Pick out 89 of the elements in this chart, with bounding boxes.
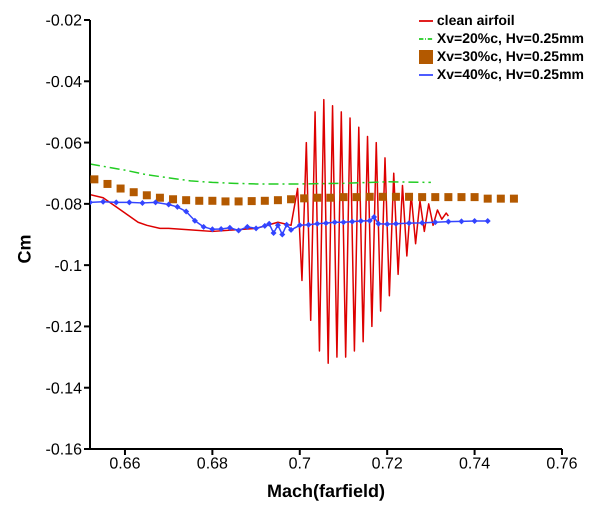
point (287, 195, 296, 204)
point (260, 196, 269, 205)
point (266, 220, 272, 227)
point (200, 224, 207, 230)
point (236, 228, 242, 234)
point (274, 196, 282, 204)
point (375, 220, 382, 227)
point (218, 226, 224, 232)
point (470, 193, 479, 202)
point (113, 199, 120, 206)
point (156, 194, 164, 202)
point (248, 197, 256, 206)
point (366, 192, 374, 201)
point (288, 226, 294, 233)
point (378, 192, 387, 201)
point (262, 222, 268, 229)
y-tick-label: -0.12 (46, 319, 82, 336)
legend-label: Xv=40%c, Hv=0.25mm (436, 66, 584, 82)
legend-label: Xv=20%c, Hv=0.25mm (436, 30, 584, 46)
point (432, 219, 438, 226)
point (384, 221, 390, 228)
point (166, 201, 172, 208)
x-tick-label: 0.76 (546, 455, 578, 472)
point (444, 193, 452, 202)
point (313, 194, 322, 202)
x-tick-label: 0.68 (196, 455, 228, 472)
point (284, 222, 290, 228)
point (130, 188, 138, 196)
line-series (90, 98, 450, 364)
point (418, 193, 426, 202)
point (209, 226, 216, 232)
legend-label: Xv=30%c, Hv=0.25mm (436, 48, 584, 64)
point (174, 204, 180, 210)
point (244, 224, 250, 230)
point (510, 194, 518, 203)
y-tick-label: -0.16 (46, 442, 82, 459)
y-tick-label: -0.08 (46, 196, 82, 214)
point (300, 194, 308, 202)
point (182, 196, 190, 204)
point (116, 184, 125, 193)
x-axis-title: Mach(farfield) (266, 481, 386, 501)
point (371, 214, 378, 220)
point (326, 194, 334, 202)
point (221, 197, 230, 206)
point (392, 192, 400, 201)
x-tick-label: 0.66 (109, 455, 141, 472)
legend-label: clean airfoil (436, 12, 515, 28)
line-series (90, 163, 432, 185)
point (431, 193, 440, 202)
point (457, 193, 466, 202)
point (392, 220, 399, 227)
y-tick-label: -0.1 (54, 258, 82, 275)
point (126, 199, 132, 206)
x-tick-label: 0.72 (372, 455, 403, 472)
y-tick-label: -0.06 (46, 135, 82, 152)
point (349, 218, 356, 225)
point (484, 194, 492, 203)
point (152, 199, 159, 206)
y-tick-label: -0.04 (46, 74, 82, 91)
point (253, 225, 260, 232)
point (296, 222, 303, 228)
point (405, 192, 414, 201)
point (484, 218, 491, 224)
point (208, 196, 216, 205)
point (195, 196, 204, 205)
x-tick-label: 0.7 (288, 455, 311, 472)
point (274, 222, 281, 228)
point (103, 180, 112, 188)
point (183, 208, 190, 215)
point (496, 194, 505, 203)
y-axis-title: Cm (14, 234, 34, 264)
point (279, 232, 286, 238)
y-tick-label: -0.14 (46, 380, 82, 398)
point (306, 222, 312, 228)
point (226, 224, 233, 231)
point (100, 198, 106, 205)
point (339, 193, 348, 202)
point (169, 195, 178, 204)
point (323, 220, 329, 226)
point (90, 175, 98, 184)
point (192, 218, 198, 224)
point (366, 218, 373, 224)
y-tick-label: -0.02 (46, 12, 82, 30)
x-tick-label: 0.74 (459, 455, 490, 472)
point (234, 197, 243, 206)
point (352, 193, 361, 202)
point (142, 191, 151, 200)
point (314, 220, 320, 227)
point (270, 230, 277, 236)
